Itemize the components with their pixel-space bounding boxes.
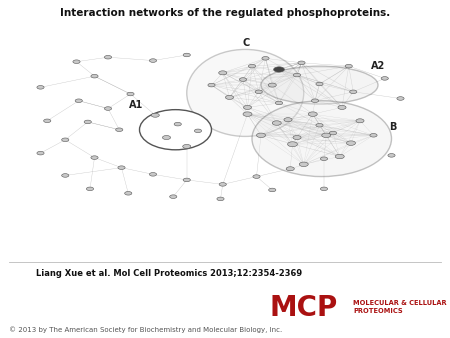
Circle shape bbox=[350, 90, 357, 94]
Circle shape bbox=[44, 119, 51, 123]
Circle shape bbox=[299, 162, 308, 167]
Circle shape bbox=[388, 153, 395, 157]
Ellipse shape bbox=[252, 101, 392, 176]
Circle shape bbox=[293, 136, 301, 140]
Text: © 2013 by The American Society for Biochemistry and Molecular Biology, Inc.: © 2013 by The American Society for Bioch… bbox=[9, 326, 282, 333]
Circle shape bbox=[149, 173, 157, 176]
Circle shape bbox=[104, 107, 112, 110]
Text: A2: A2 bbox=[371, 61, 386, 71]
Circle shape bbox=[370, 134, 377, 137]
Text: Interaction networks of the regulated phosphoproteins.: Interaction networks of the regulated ph… bbox=[60, 8, 390, 19]
Circle shape bbox=[183, 53, 190, 57]
Circle shape bbox=[194, 129, 202, 132]
Circle shape bbox=[288, 142, 297, 147]
Circle shape bbox=[127, 92, 134, 96]
Text: B: B bbox=[389, 122, 396, 132]
Circle shape bbox=[248, 64, 256, 68]
Circle shape bbox=[255, 90, 262, 94]
Circle shape bbox=[269, 188, 276, 192]
Text: MCP: MCP bbox=[270, 294, 338, 321]
Circle shape bbox=[75, 99, 82, 102]
Circle shape bbox=[268, 83, 276, 87]
Circle shape bbox=[293, 73, 301, 77]
Text: A1: A1 bbox=[129, 100, 143, 110]
Circle shape bbox=[308, 112, 317, 116]
Circle shape bbox=[316, 82, 323, 86]
Circle shape bbox=[239, 78, 247, 81]
Circle shape bbox=[243, 105, 252, 110]
Circle shape bbox=[329, 131, 337, 135]
Circle shape bbox=[62, 174, 69, 177]
Circle shape bbox=[272, 121, 281, 125]
Circle shape bbox=[243, 112, 252, 116]
Circle shape bbox=[91, 156, 98, 160]
Circle shape bbox=[104, 55, 112, 59]
Circle shape bbox=[219, 183, 226, 186]
Circle shape bbox=[311, 99, 319, 102]
Circle shape bbox=[316, 123, 323, 127]
Circle shape bbox=[225, 95, 234, 99]
Circle shape bbox=[37, 151, 44, 155]
Circle shape bbox=[62, 138, 69, 142]
Ellipse shape bbox=[261, 66, 378, 104]
Circle shape bbox=[84, 120, 91, 124]
Circle shape bbox=[284, 118, 292, 122]
Text: Liang Xue et al. Mol Cell Proteomics 2013;12:2354-2369: Liang Xue et al. Mol Cell Proteomics 201… bbox=[36, 269, 302, 278]
Circle shape bbox=[275, 101, 283, 105]
Circle shape bbox=[162, 136, 171, 140]
Circle shape bbox=[286, 167, 294, 171]
Circle shape bbox=[219, 71, 227, 75]
Circle shape bbox=[397, 97, 404, 100]
Text: MOLECULAR & CELLULAR
PROTEOMICS: MOLECULAR & CELLULAR PROTEOMICS bbox=[353, 300, 447, 314]
Circle shape bbox=[37, 86, 44, 89]
Circle shape bbox=[320, 157, 328, 161]
Circle shape bbox=[253, 175, 260, 178]
Circle shape bbox=[183, 178, 190, 182]
Circle shape bbox=[86, 187, 94, 191]
Circle shape bbox=[381, 77, 388, 80]
Circle shape bbox=[170, 195, 177, 198]
Circle shape bbox=[174, 122, 181, 126]
Circle shape bbox=[116, 128, 123, 131]
Circle shape bbox=[256, 133, 266, 138]
Circle shape bbox=[338, 105, 346, 110]
Circle shape bbox=[149, 59, 157, 62]
Circle shape bbox=[356, 119, 364, 123]
Circle shape bbox=[151, 113, 159, 117]
Circle shape bbox=[183, 144, 191, 148]
Circle shape bbox=[346, 141, 356, 145]
Ellipse shape bbox=[187, 49, 304, 137]
Circle shape bbox=[262, 56, 269, 60]
Circle shape bbox=[335, 154, 344, 159]
Circle shape bbox=[208, 83, 215, 87]
Circle shape bbox=[320, 187, 328, 191]
Circle shape bbox=[274, 67, 284, 72]
Circle shape bbox=[73, 60, 80, 64]
Ellipse shape bbox=[140, 110, 212, 150]
Circle shape bbox=[91, 74, 98, 78]
Circle shape bbox=[322, 133, 331, 138]
Circle shape bbox=[217, 197, 224, 201]
Circle shape bbox=[298, 61, 305, 65]
Circle shape bbox=[118, 166, 125, 169]
Text: C: C bbox=[243, 38, 250, 48]
Circle shape bbox=[125, 192, 132, 195]
Circle shape bbox=[345, 64, 352, 68]
